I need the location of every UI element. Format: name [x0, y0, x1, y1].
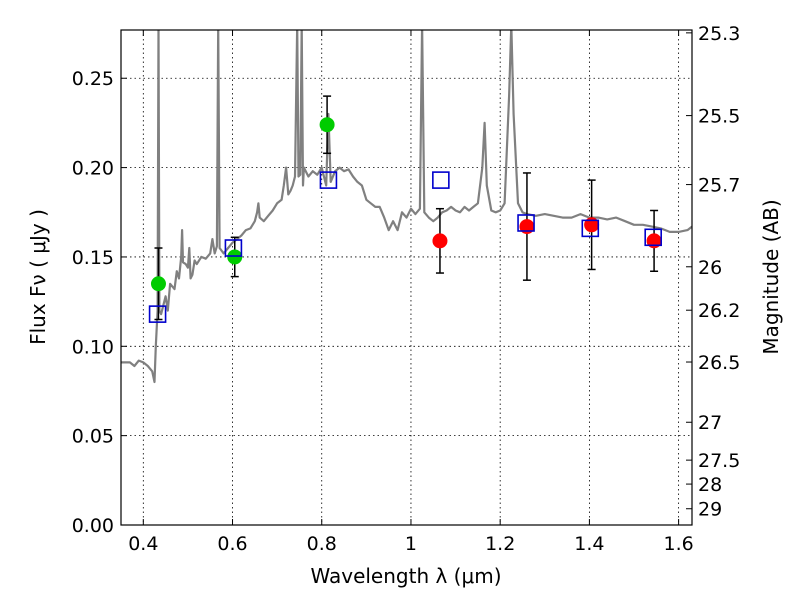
spectrum-layer: [121, 30, 692, 384]
mag-tick-label: 25.5: [698, 106, 740, 128]
y-tick-label: 0.25: [72, 68, 114, 90]
mag-tick-label: 27.5: [698, 450, 740, 472]
spectrum-line: [121, 30, 692, 384]
mag-tick-label: 26.2: [698, 300, 740, 322]
y-axis-label-left: Flux Fν ( μJy ): [26, 209, 50, 345]
y-tick-label: 0.10: [72, 336, 114, 358]
mag-tick-label: 29: [698, 499, 722, 521]
x-tick-label: 1.6: [664, 533, 694, 555]
y-axis-label-right: Magnitude (AB): [759, 199, 783, 354]
model-square-marker: [581, 219, 600, 238]
x-tick-label: 1.2: [485, 533, 515, 555]
green-data-point: [319, 117, 335, 133]
model-square-marker: [319, 171, 338, 189]
mag-tick-label: 25.7: [698, 175, 740, 197]
model-square-marker: [644, 228, 662, 247]
ticks: 0.4 0.6 0.8 1 1.2 1.4 1.6 0.00 0.05 0.10 0.15 0.20 0…: [72, 23, 741, 555]
mag-tick-label: 26: [698, 257, 722, 279]
model-square-marker: [432, 171, 450, 189]
red-data-point: [432, 233, 448, 249]
x-axis-label: Wavelength λ (μm): [310, 564, 501, 588]
model-square-marker: [517, 214, 535, 232]
x-tick-label: 1.4: [574, 533, 604, 555]
x-tick-label: 0.8: [307, 533, 337, 555]
mag-tick-label: 27: [698, 412, 722, 434]
mag-tick-label: 26.5: [698, 352, 740, 374]
x-tick-label: 0.6: [217, 533, 247, 555]
plot-area: [121, 30, 692, 384]
plot-frame: [120, 29, 693, 526]
y-tick-label: 0.05: [72, 426, 114, 448]
x-tick-label: 0.4: [128, 533, 158, 555]
y-tick-label: 0.00: [72, 515, 114, 537]
model-square-marker: [148, 305, 167, 323]
green-data-point: [227, 249, 243, 265]
green-data-point: [150, 276, 166, 292]
model-square-marker: [224, 239, 243, 257]
mag-tick-label: 25.3: [698, 23, 740, 45]
grid: [121, 30, 692, 526]
x-tick-label: 1: [405, 533, 417, 555]
y-tick-label: 0.20: [72, 158, 114, 180]
mag-tick-label: 28: [698, 474, 722, 496]
marker-layer: [148, 95, 662, 323]
y-tick-label: 0.15: [72, 247, 114, 269]
